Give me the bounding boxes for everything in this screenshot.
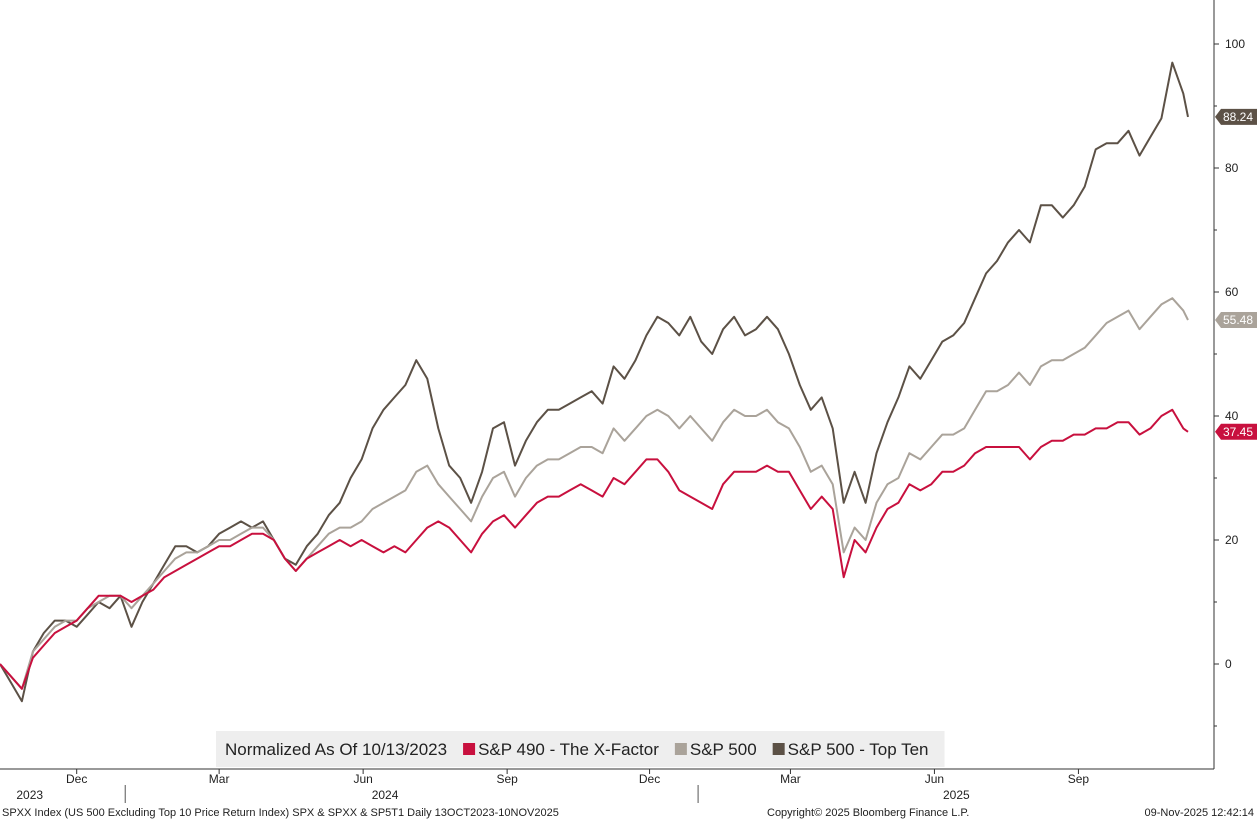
- x-tick-label-year: 2023: [16, 788, 43, 802]
- y-tick-label: 20: [1225, 533, 1239, 547]
- last-value-label-s-p-490-the-x-factor: 37.45: [1223, 425, 1253, 439]
- legend-swatch-s-p-490-the-x-factor: [463, 743, 476, 755]
- x-tick-label-month: Jun: [925, 772, 944, 786]
- legend: Normalized As Of 10/13/2023 S&P 490 - The…: [216, 731, 945, 767]
- footer-source-text: SPXX Index (US 500 Excluding Top 10 Pric…: [2, 807, 559, 819]
- footer-copyright-text: Copyright© 2025 Bloomberg Finance L.P.: [767, 807, 969, 819]
- last-value-tag-s-p-490-the-x-factor: [1215, 423, 1257, 440]
- x-tick-label-year: 2025: [943, 788, 970, 802]
- legend-entry-s-p-500-top-ten: S&P 500 - Top Ten: [788, 740, 929, 759]
- x-tick-label-month: Jun: [353, 772, 372, 786]
- axis-layer: 0 20 40 60 80 100 Dec Mar Jun Sep Dec Mar Jun Sep 2023…: [0, 0, 1257, 803]
- series-layer: [0, 61, 1189, 703]
- last-value-label-s-p-500: 55.48: [1223, 313, 1253, 327]
- last-value-tag-s-p-500-top-ten: [1215, 108, 1257, 125]
- x-tick-label-year: 2024: [372, 788, 399, 802]
- y-tick-label: 40: [1225, 409, 1239, 423]
- legend-entry-s-p-490-the-x-factor: S&P 490 - The X-Factor: [478, 740, 659, 759]
- legend-swatch-s-p-500: [674, 743, 687, 755]
- last-value-tag-s-p-500: [1215, 312, 1257, 329]
- x-tick-label-month: Dec: [66, 772, 87, 786]
- x-tick-label-month: Mar: [780, 772, 801, 786]
- series-line-s-p-490-the-x-factor: [0, 408, 1189, 690]
- legend-entry-s-p-500: S&P 500: [690, 740, 757, 759]
- y-tick-label: 80: [1225, 161, 1239, 175]
- last-value-label-s-p-500-top-ten: 88.24: [1223, 110, 1253, 124]
- legend-swatch-s-p-500-top-ten: [772, 743, 785, 755]
- legend-title: Normalized As Of 10/13/2023: [225, 740, 447, 759]
- x-tick-label-month: Sep: [496, 772, 518, 786]
- x-tick-label-month: Dec: [639, 772, 660, 786]
- x-tick-label-month: Sep: [1068, 772, 1090, 786]
- y-tick-label: 0: [1225, 657, 1232, 671]
- footer-timestamp-text: 09-Nov-2025 12:42:14: [1145, 807, 1254, 819]
- y-tick-label: 100: [1225, 37, 1245, 51]
- x-tick-label-month: Mar: [209, 772, 230, 786]
- legend-box: [216, 731, 945, 767]
- y-tick-label: 60: [1225, 285, 1239, 299]
- series-line-s-p-500: [0, 297, 1189, 690]
- footer: SPXX Index (US 500 Excluding Top 10 Pric…: [2, 807, 1254, 819]
